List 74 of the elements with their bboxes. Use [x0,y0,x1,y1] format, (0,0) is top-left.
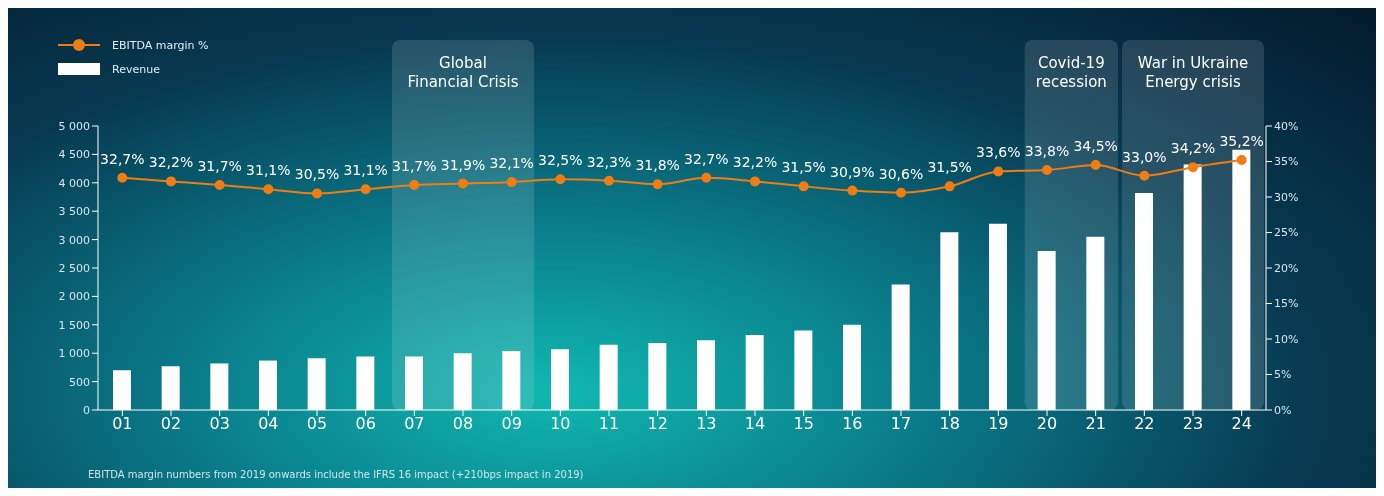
data-label: 32,2% [148,154,194,171]
data-label: 31,7% [392,157,437,174]
y2-tick-label: 25% [1274,226,1299,240]
y-tick-label: 3 000 [58,233,90,247]
x-tick-label: 11 [598,414,620,434]
x-tick-label: 01 [112,414,133,434]
x-tick-label: 05 [306,414,328,434]
y2-tick-label: 40% [1274,119,1299,133]
data-label: 33,8% [1024,143,1070,160]
y2-tick-label: 30% [1274,190,1299,204]
data-label: 32,1% [489,155,534,172]
data-label: 33,6% [976,144,1021,161]
x-tick-label: 23 [1182,414,1204,434]
y2-tick-label: 15% [1274,297,1299,311]
y2-tick-label: 35% [1274,155,1299,169]
y-tick-label: 500 [69,375,90,389]
x-tick-label: 03 [209,414,230,434]
x-tick-label: 06 [355,414,376,434]
legend-label: EBITDA margin % [112,38,209,52]
x-tick-label: 24 [1231,414,1252,434]
y2-tick-label: 10% [1274,332,1299,346]
data-label: 35,2% [1219,133,1264,150]
x-tick-label: 19 [988,414,1009,434]
y-tick-label: 2 500 [58,261,90,275]
y-tick-label: 4 000 [58,176,90,190]
data-label: 34,2% [1170,140,1216,157]
data-label: 31,5% [927,159,972,176]
x-tick-label: 22 [1134,414,1155,434]
y-tick-label: 1 000 [58,347,90,361]
data-label: 32,7% [100,150,145,167]
y2-tick-label: 0% [1274,403,1292,417]
x-tick-label: 02 [160,414,182,434]
band-label: Covid-19 recession [1035,54,1107,91]
data-label: 31,7% [197,157,242,174]
y-tick-label: 3 500 [58,205,90,219]
x-tick-label: 07 [404,414,425,434]
data-label: 34,5% [1073,138,1118,155]
data-label: 31,9% [440,156,486,173]
y-tick-label: 2 000 [58,290,90,304]
x-tick-label: 09 [501,414,522,434]
data-label: 30,5% [294,166,340,183]
text: EBITDA margin numbers from 2019 onwards include the IFRS 16 impact (+210bps impact in 2019) [88,469,584,480]
y-tick-label: 0 [83,403,90,417]
x-tick-label: 15 [793,414,814,434]
x-tick-label: 12 [647,414,668,434]
x-tick-label: 20 [1036,414,1058,434]
data-label: 32,7% [684,150,729,167]
x-tick-label: 17 [890,414,912,434]
data-label: 30,9% [830,163,875,180]
y-tick-label: 4 500 [58,148,90,162]
y-tick-label: 1 500 [58,318,90,332]
x-tick-label: 04 [258,414,279,434]
data-label: 32,2% [732,154,778,171]
data-label: 30,6% [878,165,924,182]
y2-tick-label: 20% [1274,261,1299,275]
x-tick-label: 18 [939,414,960,434]
x-tick-label: 13 [696,414,717,434]
data-label: 31,1% [246,162,291,179]
data-label: 32,3% [586,153,632,170]
band-label: Global Financial Crisis [407,54,519,91]
y-tick-label: 5 000 [58,119,90,133]
data-label: 31,8% [635,157,680,174]
x-tick-label: 14 [744,414,766,434]
legend-label: Revenue [112,62,160,76]
x-tick-label: 10 [550,414,571,434]
y2-tick-label: 5% [1274,368,1292,382]
band-label: War in Ukraine Energy crisis [1137,54,1249,91]
data-label: 32,5% [538,152,583,169]
x-tick-label: 16 [842,414,863,434]
x-tick-label: 08 [452,414,474,434]
data-label: 33,0% [1122,148,1167,165]
data-label: 31,5% [781,159,826,176]
data-label: 31,1% [343,162,388,179]
x-tick-label: 21 [1085,414,1106,434]
